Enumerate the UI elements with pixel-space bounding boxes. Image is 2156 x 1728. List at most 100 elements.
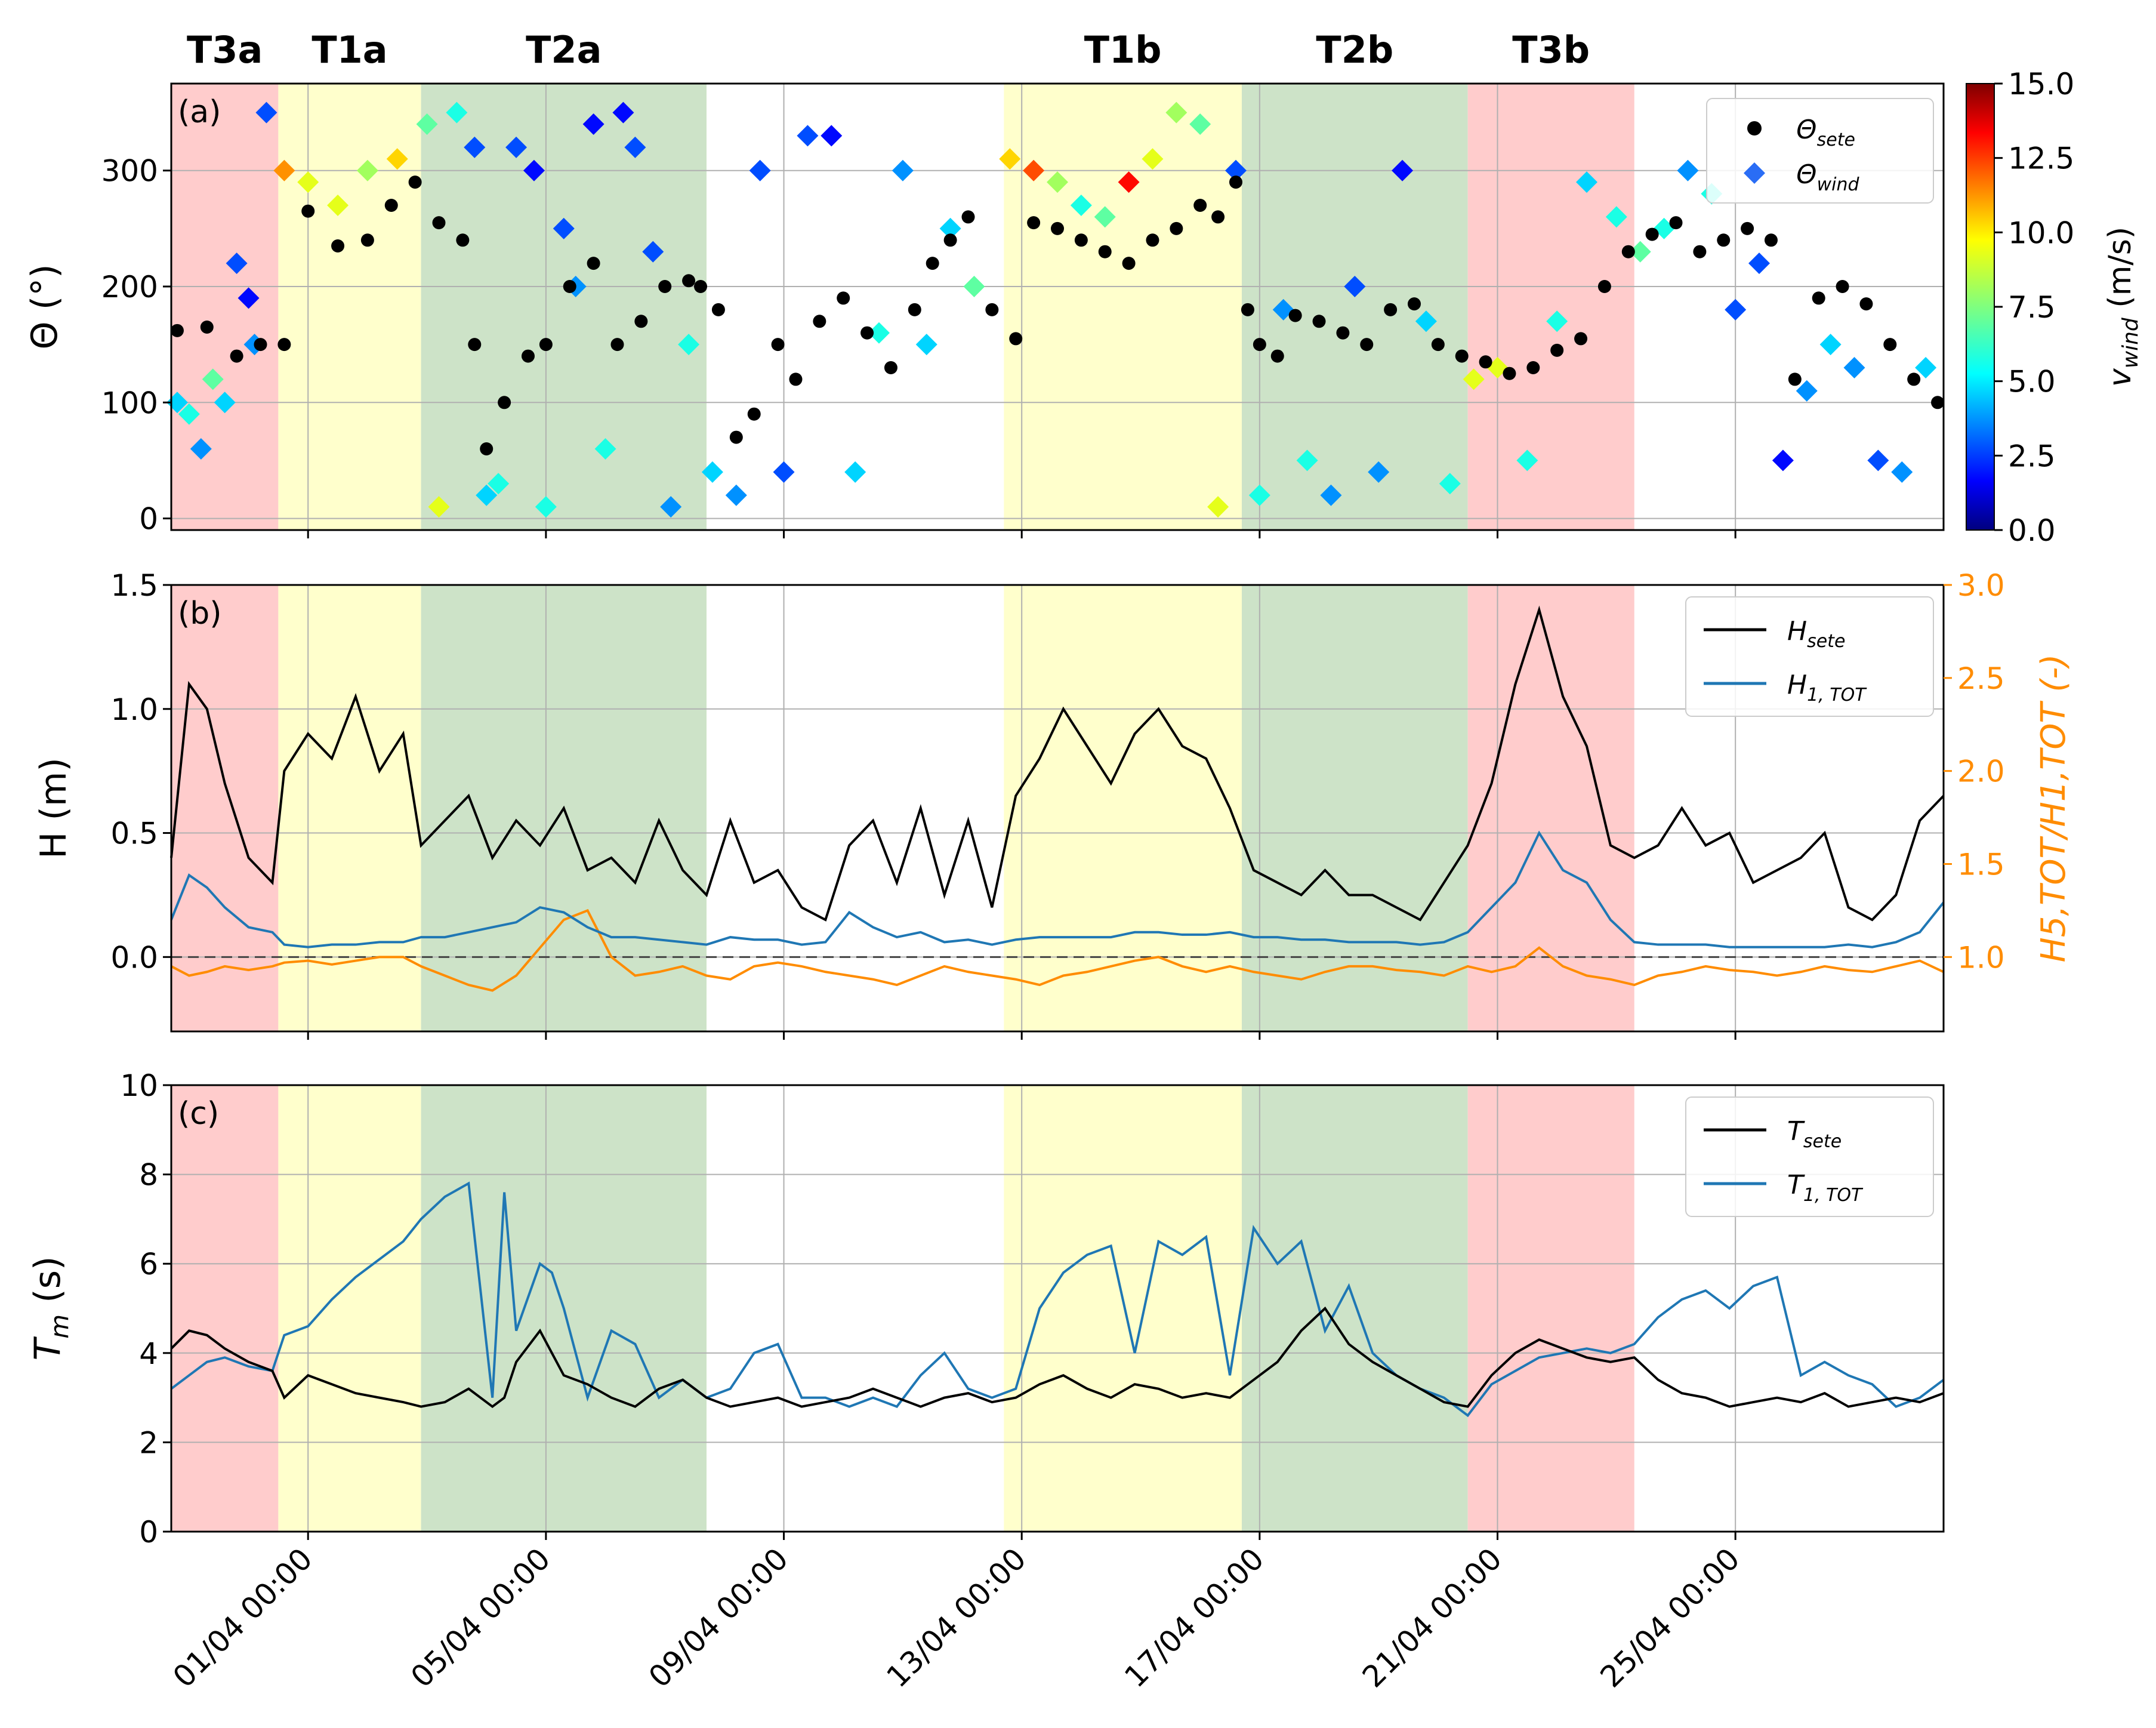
theta-sete-point <box>1550 343 1564 357</box>
colorbar-tick-label: 0.0 <box>2008 513 2056 548</box>
theta-sete-point <box>1883 338 1897 352</box>
theta-sete-point <box>254 338 267 352</box>
legend-b: Hsete H1, TOT <box>1685 596 1934 717</box>
theta-sete-point <box>789 372 803 386</box>
theta-wind-point <box>416 113 438 135</box>
theta-sete-point <box>1253 338 1266 352</box>
theta-wind-point <box>1915 357 1937 378</box>
theta-sete-point <box>498 396 511 409</box>
theta-sete-point <box>230 349 243 363</box>
colorbar-tick-label: 12.5 <box>2008 141 2074 176</box>
theta-sete-point <box>563 280 576 293</box>
y-tick-label: 100 <box>101 386 158 420</box>
theta-sete-point <box>1812 291 1825 305</box>
theta-wind-point <box>642 241 664 263</box>
panel-c-frame <box>170 1084 1945 1533</box>
theta-wind-point <box>1368 461 1390 483</box>
theta-sete-point <box>1312 315 1326 328</box>
theta-wind-point <box>1320 484 1342 506</box>
period-band-t2b <box>1241 585 1468 1031</box>
theta-sete-point <box>1645 227 1659 241</box>
period-band-t1b <box>1004 1085 1242 1532</box>
y-tick-label: 300 <box>101 154 158 189</box>
theta-sete-point <box>1741 221 1754 235</box>
theta-sete-point <box>408 175 422 189</box>
theta-wind-point <box>202 368 224 390</box>
theta-sete-point <box>658 280 672 293</box>
theta-wind-point <box>1118 171 1140 193</box>
x-tick-label: 25/04 00:00 <box>1594 1541 1747 1694</box>
theta-wind-point <box>356 159 378 181</box>
theta-sete-point <box>1407 297 1421 311</box>
theta-sete-point <box>521 349 535 363</box>
theta-sete-point <box>1241 303 1254 316</box>
theta-wind-point <box>386 148 408 170</box>
period-label-t1a: T1a <box>311 28 387 72</box>
theta-wind-point <box>1605 206 1627 228</box>
theta-sete-point <box>813 315 826 328</box>
panel-b-y2label: H5,TOT/H1,TOT (-) <box>2034 654 2073 963</box>
x-ticks-c <box>307 1532 1736 1540</box>
theta-wind-point <box>773 461 795 483</box>
colorbar: 0.0 2.5 5.0 7.5 10.0 12.5 15.0 vwind (m/s) <box>1966 67 2143 548</box>
period-band-t1a <box>278 585 421 1031</box>
theta-wind-point <box>553 217 575 239</box>
theta-sete-point <box>610 338 624 352</box>
theta-wind-point <box>190 438 212 460</box>
theta-wind-point <box>1677 159 1699 181</box>
panel-b-tag: (b) <box>178 596 222 632</box>
theta-sete-point <box>1669 216 1683 230</box>
y-tick-label: 1.5 <box>110 568 158 603</box>
y-tick-label: 1.5 <box>1957 848 2005 882</box>
x-tick-label: 17/04 00:00 <box>1118 1541 1270 1694</box>
theta-sete-point <box>1526 361 1540 374</box>
y-tick-label: 4 <box>139 1336 158 1371</box>
theta-sete-point <box>682 274 696 288</box>
theta-sete-point <box>926 257 939 270</box>
period-band-t3b <box>1467 1085 1634 1532</box>
theta-wind-point <box>1439 473 1461 495</box>
theta-sete-point <box>1170 221 1183 235</box>
theta-wind-point <box>594 438 616 460</box>
y-tick-label: 1.0 <box>110 692 158 727</box>
theta-wind-point <box>1207 496 1229 518</box>
theta-sete-point <box>277 338 291 352</box>
theta-sete-point <box>884 361 897 374</box>
legend-b-entry-2: H1, TOT <box>1787 670 1867 706</box>
theta-sete-point <box>1211 210 1225 224</box>
period-labels: T3a T1a T2a T1b T2b T3b <box>187 28 1590 72</box>
theta-wind-point <box>963 276 985 297</box>
theta-wind-point <box>1725 298 1747 321</box>
theta-sete-point <box>1229 175 1242 189</box>
theta-wind-point <box>939 217 961 239</box>
theta-sete-point <box>1074 233 1088 247</box>
theta-wind-point <box>1142 148 1164 170</box>
theta-wind-point <box>255 101 277 124</box>
theta-wind-point <box>1248 484 1270 506</box>
theta-sete-point <box>1431 338 1445 352</box>
theta-wind-point <box>446 101 468 124</box>
legend-wind-marker <box>1744 162 1765 184</box>
legend-a-box <box>1706 98 1934 204</box>
legend-c: Tsete T1, TOT <box>1685 1096 1934 1217</box>
theta-sete-points <box>170 175 1945 455</box>
theta-wind-point <box>1296 449 1318 472</box>
theta-sete-point <box>1931 396 1945 409</box>
y-tick-label: 10 <box>120 1068 158 1103</box>
period-band-t1b <box>1004 84 1242 530</box>
x-tick-label: 21/04 00:00 <box>1356 1541 1509 1694</box>
theta-sete-point <box>1479 355 1492 369</box>
theta-sete-point <box>200 321 214 334</box>
theta-sete-point <box>1859 297 1873 311</box>
theta-wind-point <box>612 101 634 124</box>
period-band-t3b <box>1467 84 1634 530</box>
y-tick-label: 2.0 <box>1957 754 2005 789</box>
theta-wind-point <box>725 484 747 506</box>
theta-wind-point <box>624 136 646 158</box>
legend-a-entry-1: Θsete <box>1796 115 1855 150</box>
legend-b-entry-1: Hsete <box>1787 616 1845 652</box>
series-tsete-line <box>170 1306 1944 1409</box>
theta-sete-point <box>1621 245 1635 258</box>
colorbar-label: vwind (m/s) <box>2102 227 2143 387</box>
theta-wind-point <box>327 195 349 216</box>
